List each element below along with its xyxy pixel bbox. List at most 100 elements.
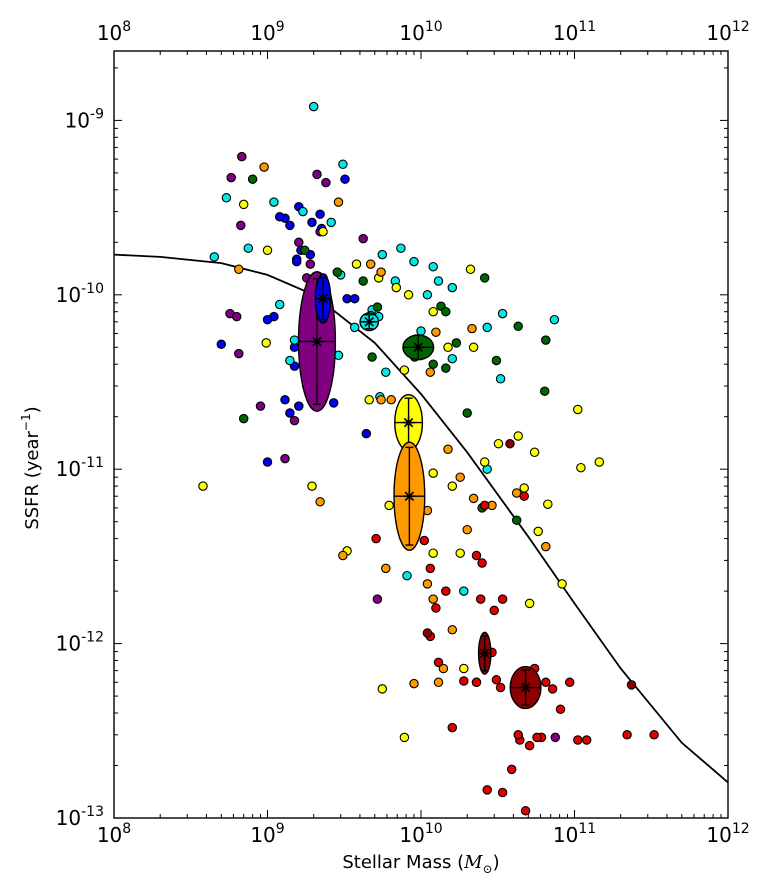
cyan-point: [447, 353, 458, 364]
orange-point: [443, 444, 453, 455]
purple-point: [550, 732, 561, 743]
purple-point: [358, 233, 368, 244]
red-point: [425, 563, 436, 574]
y-tick-label: 10-9: [65, 106, 104, 132]
purple-bin-marker: [310, 335, 323, 348]
yellow-point: [493, 438, 504, 449]
yellow-point: [364, 395, 374, 405]
green-point: [372, 302, 383, 312]
x-tick-label: 1010: [399, 821, 442, 847]
green-point: [513, 321, 523, 332]
cyan-point: [349, 322, 360, 333]
yellow-point: [443, 342, 453, 353]
yellow-point: [519, 483, 529, 493]
model-curve: [114, 253, 728, 784]
blue-point: [216, 339, 227, 350]
purple-point: [305, 259, 316, 269]
purple-point: [289, 415, 300, 426]
darkred-point: [626, 680, 637, 690]
red-point: [520, 806, 531, 816]
cyan-point: [396, 243, 406, 253]
blue-point: [262, 457, 273, 467]
yellow-point: [391, 282, 402, 293]
yellow-point: [318, 226, 328, 237]
yellow-point: [403, 290, 414, 300]
yellow-point: [459, 663, 469, 674]
blue-point: [315, 209, 325, 219]
green-point: [300, 245, 310, 256]
red-point: [479, 500, 490, 511]
blue-bin-marker: [317, 292, 330, 305]
purple-point: [231, 311, 242, 322]
green-point: [441, 363, 451, 373]
purple-point: [294, 237, 304, 248]
orange-point: [333, 197, 344, 207]
orange-point: [425, 367, 436, 377]
cyan-point: [298, 206, 308, 217]
green-point: [511, 515, 522, 525]
cyan-point: [402, 570, 412, 581]
red-point: [419, 535, 430, 546]
darkred-bin-marker: [478, 647, 491, 660]
orange-point: [422, 579, 433, 589]
cyan-point: [308, 101, 319, 112]
x-tick-label-top: 109: [250, 19, 284, 45]
yellow-point: [307, 481, 317, 491]
cyan-point: [416, 326, 426, 336]
yellow-point: [351, 259, 362, 269]
orange-point: [381, 563, 391, 574]
orange-point: [365, 259, 376, 269]
yellow-point: [447, 481, 458, 491]
blue-point: [285, 220, 295, 231]
cyan-point: [289, 335, 300, 345]
yellow-point: [428, 468, 438, 478]
red-point: [482, 785, 492, 795]
yellow-point: [262, 245, 273, 256]
cyan-point: [269, 197, 279, 207]
red-point: [447, 722, 458, 733]
purple-point: [280, 453, 290, 464]
red-point: [524, 740, 535, 751]
red-point: [532, 732, 542, 743]
cyan-point: [549, 314, 560, 325]
x-tick-label-top: 1012: [706, 19, 749, 45]
red-point: [471, 550, 482, 561]
yellow-point: [513, 431, 523, 441]
purple-point: [234, 348, 244, 359]
orange-point: [428, 594, 438, 604]
purple-point: [255, 401, 266, 411]
green-point: [358, 276, 368, 286]
y-tick-label: 10-13: [56, 804, 104, 830]
orange-point: [259, 162, 269, 172]
yellow-point: [479, 457, 490, 467]
orange-point: [338, 550, 348, 561]
purple-point: [312, 169, 322, 180]
orange-point: [431, 327, 441, 337]
blue-point: [340, 174, 350, 184]
cyan-point: [209, 252, 220, 262]
blue-point: [307, 217, 317, 228]
orange-point: [438, 663, 449, 674]
blue-point: [328, 398, 339, 408]
orange-point: [376, 395, 386, 405]
blue-point: [280, 395, 290, 405]
cyan-bin-marker: [363, 315, 376, 328]
cyan-point: [459, 586, 469, 596]
red-point: [506, 764, 517, 775]
orange-point: [433, 677, 444, 688]
orange-point: [234, 264, 244, 275]
orange-point: [467, 323, 477, 334]
cyan-point: [274, 299, 285, 310]
cyan-point: [447, 282, 458, 293]
red-point: [573, 735, 583, 745]
red-point: [459, 676, 469, 686]
orange-point: [409, 678, 419, 689]
y-tick-label: 10-10: [56, 281, 104, 307]
orange-point: [468, 493, 479, 504]
purple-point: [226, 172, 236, 183]
yellow-point: [533, 526, 543, 537]
darkred-point: [505, 438, 515, 449]
orange-point: [541, 541, 551, 552]
cyan-point: [497, 308, 508, 319]
green-point: [332, 267, 343, 277]
